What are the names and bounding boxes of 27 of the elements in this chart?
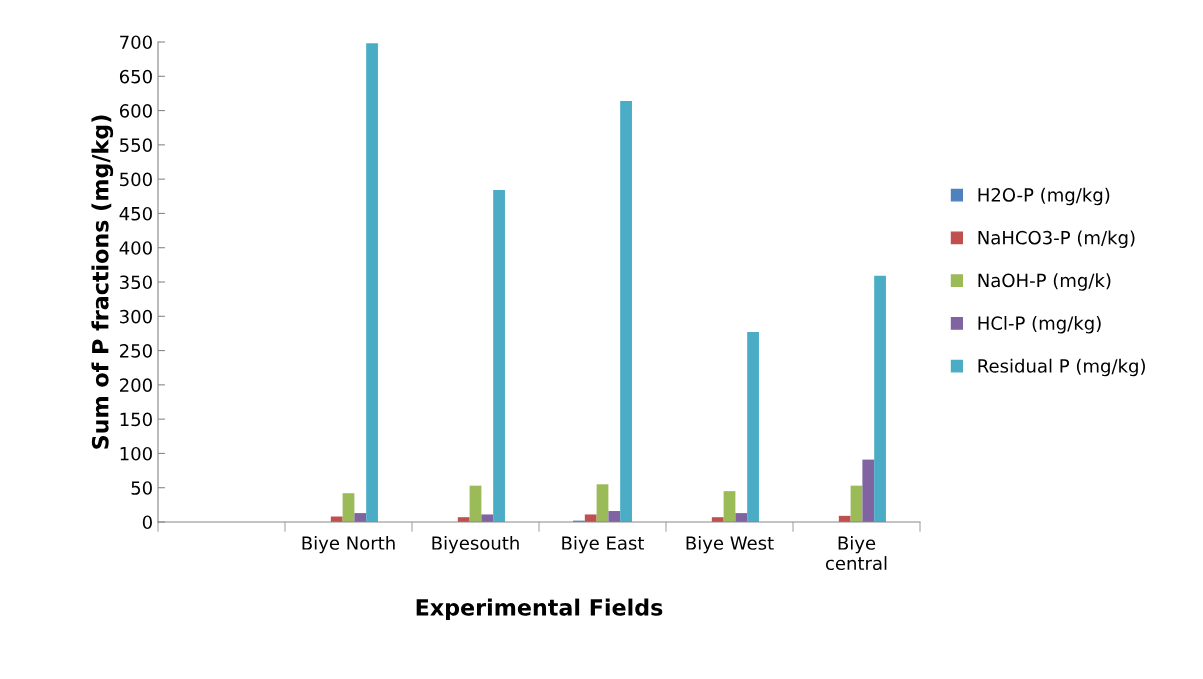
- y-tick-label: 200: [120, 378, 152, 392]
- y-tick-label: 500: [120, 172, 152, 187]
- x-tick-label: Biye East: [562, 535, 645, 554]
- y-tick-label: 150: [120, 412, 152, 427]
- y-tick-label: 550: [120, 138, 152, 152]
- x-axis-title: Experimental Fields: [416, 598, 663, 621]
- legend-label: NaOH-P (mg/k): [978, 273, 1111, 291]
- x-tick-label: Biye central: [825, 535, 887, 571]
- y-tick-label: 700: [120, 35, 152, 50]
- y-tick-label: 400: [119, 241, 152, 255]
- legend-label: NaHCO3-P (m/kg): [978, 230, 1135, 248]
- y-axis-title: Sum of P fractions (mg/kg): [91, 115, 114, 449]
- legend-label: H2O-P (mg/kg): [978, 187, 1110, 206]
- y-tick-label: 0: [142, 515, 152, 530]
- y-tick-label: 250: [120, 344, 152, 358]
- y-tick-label: 450: [119, 206, 152, 221]
- y-tick-label: 50: [131, 481, 152, 495]
- y-tick-label: 350: [120, 275, 152, 290]
- y-tick-label: 600: [119, 104, 152, 118]
- x-tick-label: Biyesouth: [432, 535, 519, 554]
- x-tick-label: Biye North: [302, 535, 395, 554]
- y-tick-label: 300: [120, 309, 152, 324]
- legend-label: Residual P (mg/kg): [978, 358, 1145, 377]
- y-tick-label: 100: [120, 446, 152, 461]
- x-tick-label: Biye West: [686, 535, 774, 554]
- legend-label: HCl-P (mg/kg): [978, 316, 1101, 334]
- y-tick-label: 650: [119, 69, 152, 84]
